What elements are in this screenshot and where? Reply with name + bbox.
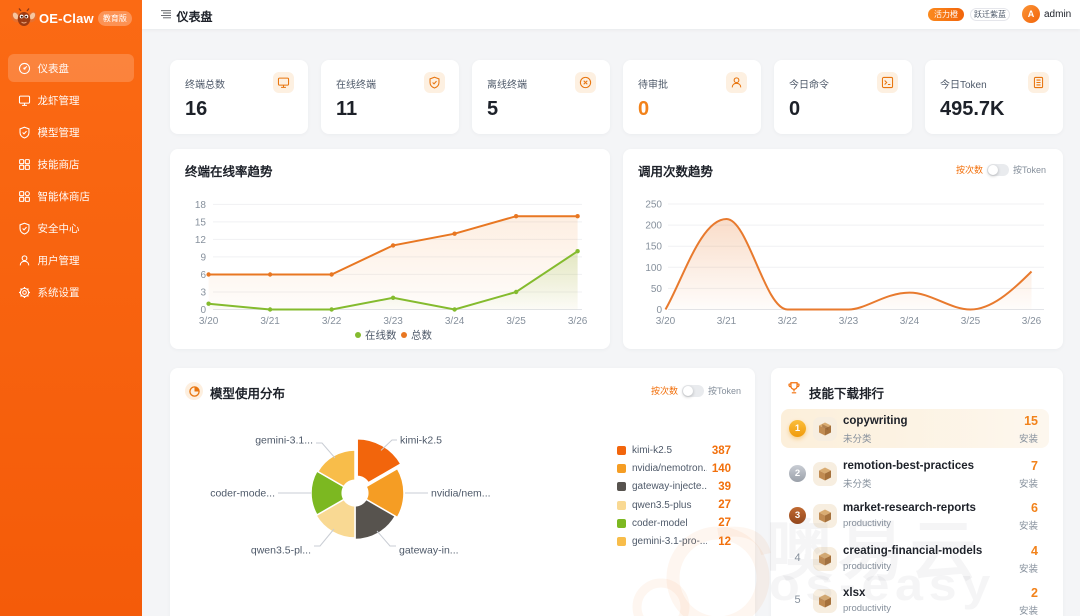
svg-text:3/25: 3/25 — [506, 316, 526, 327]
svg-text:3/24: 3/24 — [900, 316, 920, 327]
svg-text:0: 0 — [656, 305, 662, 316]
svg-text:150: 150 — [645, 242, 662, 253]
svg-text:3/20: 3/20 — [656, 316, 676, 327]
svg-text:250: 250 — [645, 200, 662, 211]
svg-text:gateway-in...: gateway-in... — [399, 545, 459, 557]
svg-text:3: 3 — [200, 288, 206, 299]
svg-text:kimi-k2.5: kimi-k2.5 — [400, 435, 442, 447]
svg-text:qwen3.5-pl...: qwen3.5-pl... — [251, 545, 311, 557]
svg-text:在线数: 在线数 — [365, 329, 397, 342]
svg-text:3/22: 3/22 — [778, 316, 798, 327]
svg-text:3/25: 3/25 — [961, 316, 981, 327]
svg-text:3/20: 3/20 — [199, 316, 219, 327]
svg-text:gemini-3.1...: gemini-3.1... — [255, 435, 313, 447]
svg-text:总数: 总数 — [411, 329, 432, 342]
svg-text:3/26: 3/26 — [568, 316, 588, 327]
svg-text:3/24: 3/24 — [445, 316, 465, 327]
svg-text:9: 9 — [200, 252, 206, 263]
svg-text:3/22: 3/22 — [322, 316, 342, 327]
svg-text:coder-mode...: coder-mode... — [210, 488, 275, 500]
svg-text:0: 0 — [200, 305, 206, 316]
svg-text:18: 18 — [195, 200, 207, 211]
svg-text:3/21: 3/21 — [717, 316, 737, 327]
svg-text:3/26: 3/26 — [1022, 316, 1042, 327]
svg-text:3/23: 3/23 — [839, 316, 859, 327]
svg-text:15: 15 — [195, 217, 207, 228]
svg-text:3/23: 3/23 — [383, 316, 403, 327]
svg-text:3/21: 3/21 — [260, 316, 280, 327]
svg-text:200: 200 — [645, 221, 662, 232]
svg-text:100: 100 — [645, 263, 662, 274]
svg-text:12: 12 — [195, 235, 207, 246]
svg-text:50: 50 — [651, 284, 663, 295]
svg-text:nvidia/nem...: nvidia/nem... — [431, 488, 491, 500]
svg-text:6: 6 — [200, 270, 206, 281]
